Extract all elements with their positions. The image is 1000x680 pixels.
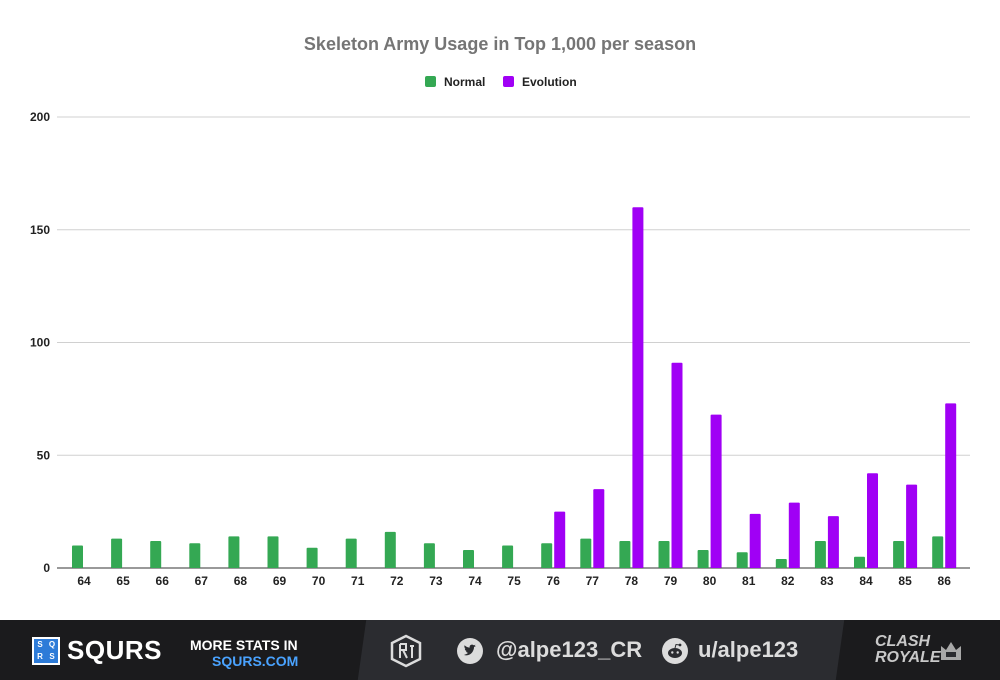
bar-evolution-81 (749, 513, 761, 568)
bar-normal-68 (228, 536, 240, 568)
x-tick-label: 86 (938, 574, 952, 588)
bar-chart: Skeleton Army Usage in Top 1,000 per sea… (30, 34, 970, 588)
x-tick-label: 84 (859, 574, 873, 588)
squrs-logo-letter: Q (48, 640, 56, 649)
bar-normal-85 (893, 540, 905, 568)
bar-evolution-83 (827, 516, 839, 568)
squrs-brand-name[interactable]: SQURS (67, 635, 162, 665)
y-tick-label: 50 (37, 448, 51, 462)
x-tick-label: 69 (273, 574, 287, 588)
legend-label-evolution: Evolution (522, 75, 577, 89)
squrs-logo-letter: S (49, 652, 55, 661)
x-tick-label: 74 (468, 574, 482, 588)
x-tick-label: 64 (77, 574, 91, 588)
bar-normal-73 (423, 543, 435, 568)
legend-label-normal: Normal (444, 75, 485, 89)
bar-evolution-79 (671, 362, 683, 568)
bar-normal-64 (72, 545, 83, 568)
bar-normal-67 (189, 543, 201, 568)
bar-evolution-77 (593, 489, 605, 568)
more-stats-link[interactable]: SQURS.COM (212, 653, 299, 669)
bar-evolution-86 (945, 403, 957, 568)
x-tick-label: 81 (742, 574, 756, 588)
reddit-icon[interactable] (662, 638, 688, 669)
x-tick-label: 67 (195, 574, 209, 588)
x-tick-label: 75 (507, 574, 521, 588)
author-logo-icon (390, 634, 422, 673)
twitter-icon[interactable] (457, 638, 483, 669)
x-tick-label: 78 (625, 574, 639, 588)
footer-bar: S Q R S SQURS MORE STATS IN SQURS.COM @a… (0, 620, 1000, 680)
y-tick-label: 150 (30, 223, 50, 237)
clash-royale-logo-line2: ROYALE (875, 649, 941, 666)
x-tick-label: 83 (820, 574, 834, 588)
x-tick-label: 76 (547, 574, 561, 588)
bar-normal-83 (814, 540, 826, 568)
x-tick-label: 73 (429, 574, 443, 588)
bar-normal-78 (619, 540, 631, 568)
bar-normal-70 (306, 547, 318, 568)
bar-normal-65 (111, 538, 123, 568)
bar-normal-76 (541, 543, 553, 568)
bar-normal-79 (658, 540, 670, 568)
x-tick-label: 72 (390, 574, 404, 588)
bar-normal-77 (580, 538, 592, 568)
bar-evolution-76 (554, 511, 566, 568)
bar-evolution-82 (788, 502, 800, 568)
squrs-logo-letter: R (37, 652, 43, 661)
bar-normal-72 (384, 531, 396, 568)
x-tick-label: 85 (898, 574, 912, 588)
bar-normal-69 (267, 536, 279, 568)
x-tick-label: 71 (351, 574, 365, 588)
bar-normal-81 (736, 552, 748, 568)
chart-title: Skeleton Army Usage in Top 1,000 per sea… (304, 34, 696, 54)
bar-evolution-85 (906, 484, 918, 568)
bar-normal-84 (854, 556, 865, 568)
bar-normal-86 (932, 536, 944, 568)
y-tick-label: 0 (43, 561, 50, 575)
y-tick-label: 200 (30, 110, 50, 124)
x-tick-label: 66 (156, 574, 170, 588)
bar-normal-82 (775, 558, 787, 568)
squrs-logo[interactable]: S Q R S (32, 637, 60, 665)
clash-royale-logo: CLASH ROYALE (875, 634, 940, 666)
bar-normal-80 (697, 549, 709, 568)
legend-swatch-normal (425, 76, 436, 87)
legend-swatch-evolution (503, 76, 514, 87)
bar-normal-74 (463, 549, 474, 568)
bar-evolution-78 (632, 207, 644, 568)
reddit-handle[interactable]: u/alpe123 (698, 637, 799, 662)
crown-icon (938, 636, 964, 669)
bar-normal-75 (502, 545, 514, 568)
chart-area: Skeleton Army Usage in Top 1,000 per sea… (29, 34, 970, 588)
bar-normal-71 (345, 538, 357, 568)
x-tick-label: 82 (781, 574, 795, 588)
more-stats-text: MORE STATS IN (190, 637, 298, 653)
clash-royale-logo-line1: CLASH (875, 633, 931, 650)
bar-evolution-84 (867, 473, 878, 568)
x-tick-label: 68 (234, 574, 248, 588)
x-tick-label: 70 (312, 574, 326, 588)
twitter-handle[interactable]: @alpe123_CR (496, 637, 643, 662)
y-tick-label: 100 (30, 336, 50, 350)
x-tick-label: 77 (586, 574, 600, 588)
x-tick-label: 79 (664, 574, 678, 588)
bar-normal-66 (150, 540, 162, 568)
bar-evolution-80 (710, 414, 722, 568)
x-tick-label: 80 (703, 574, 717, 588)
x-tick-label: 65 (116, 574, 130, 588)
squrs-logo-letter: S (37, 640, 43, 649)
